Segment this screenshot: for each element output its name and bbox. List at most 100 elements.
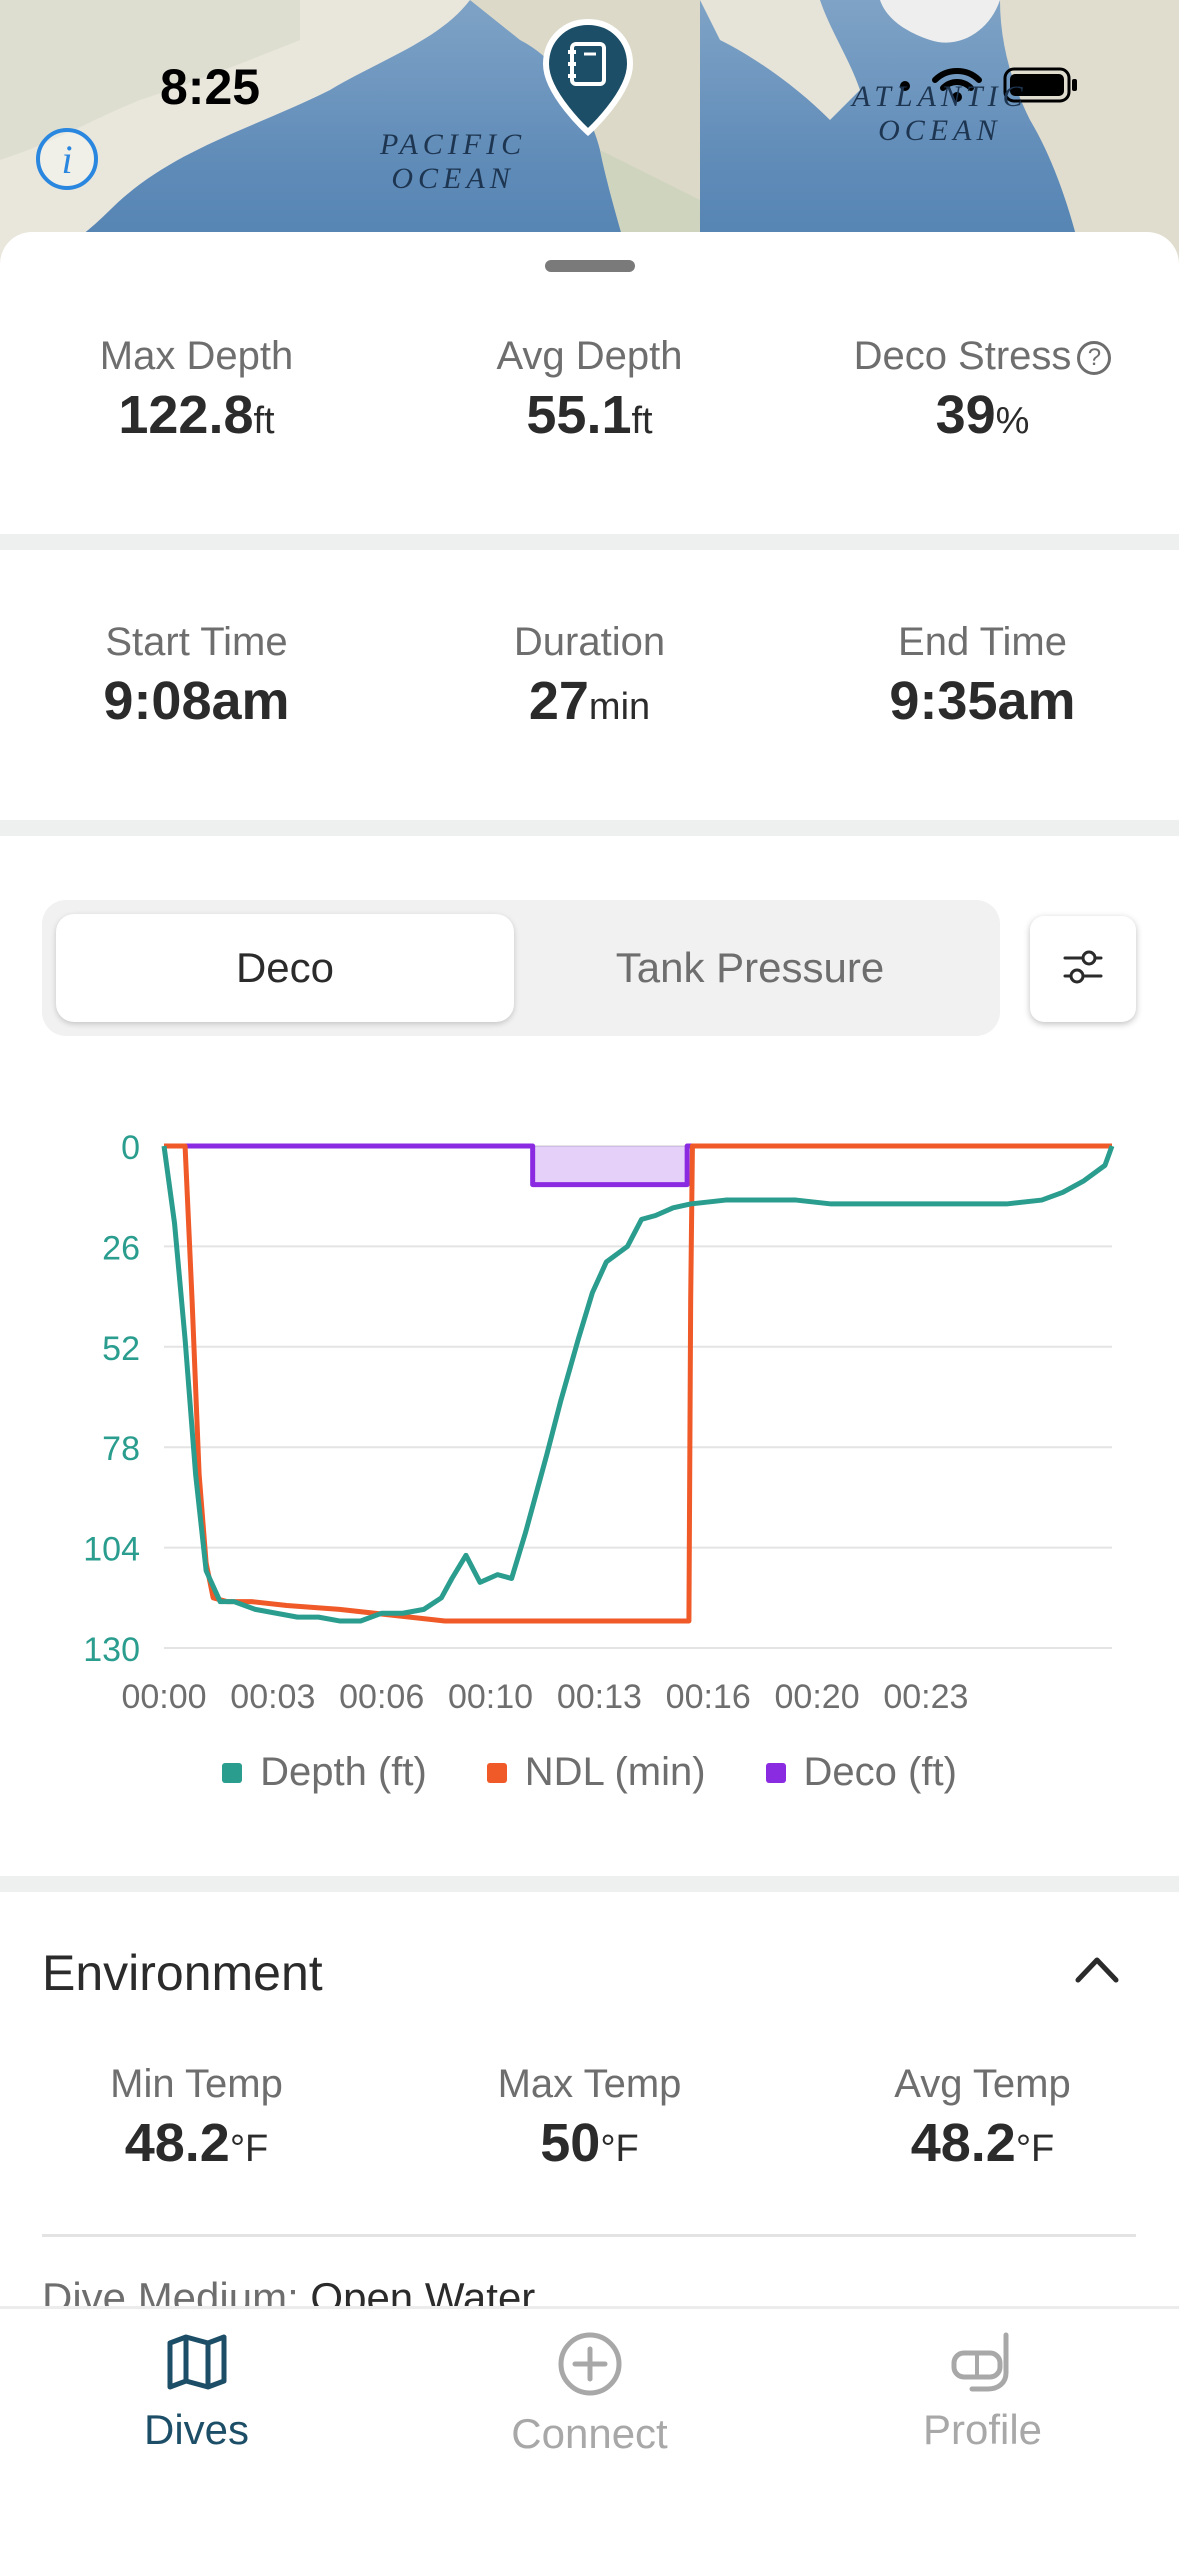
stat-number: 122.8 (118, 385, 254, 445)
x-tick-label: 00:13 (557, 1678, 642, 1716)
legend-label: Deco (ft) (803, 1750, 957, 1794)
info-icon: i (61, 136, 73, 182)
y-tick-label: 104 (83, 1531, 140, 1569)
legend-item-deco[interactable]: Deco (ft) (765, 1750, 957, 1795)
environment-temps: Min Temp 48.2°F Max Temp 50°F Avg Temp 4… (0, 2060, 1179, 2184)
plus-circle-icon (555, 2329, 625, 2404)
stat-number: 48.2 (910, 2113, 1016, 2173)
stat-duration: Duration 27min (393, 618, 786, 742)
deco-area (164, 1146, 1112, 1185)
map-terrain (0, 0, 1179, 300)
stat-value: 27min (393, 666, 786, 742)
stat-deco-stress: Deco Stress? 39% (786, 332, 1179, 456)
stat-value: 55.1ft (393, 380, 786, 456)
stat-unit: °F (229, 2128, 269, 2170)
stat-value: 39% (786, 380, 1179, 456)
stat-unit: % (995, 400, 1030, 442)
section-divider (0, 534, 1179, 550)
stat-number: 48.2 (124, 2113, 230, 2173)
chart-filter-button[interactable] (1030, 916, 1136, 1022)
stat-max-depth: Max Depth 122.8ft (0, 332, 393, 456)
depth-series-line (161, 1145, 1115, 1624)
tab-dives[interactable]: Dives (0, 2309, 393, 2556)
chart-legend: Depth (ft) NDL (min) Deco (ft) (0, 1750, 1179, 1795)
stat-number: 39 (935, 385, 996, 445)
battery-icon (1003, 66, 1079, 109)
help-icon[interactable]: ? (1077, 341, 1112, 375)
stat-number: 9:08am (103, 671, 290, 731)
stat-value: 48.2°F (0, 2108, 393, 2184)
stat-avg-temp: Avg Temp 48.2°F (786, 2060, 1179, 2184)
stat-unit: °F (1015, 2128, 1055, 2170)
stat-max-temp: Max Temp 50°F (393, 2060, 786, 2184)
status-time: 8:25 (160, 59, 261, 115)
legend-swatch (486, 1762, 507, 1783)
y-tick-label: 0 (121, 1129, 140, 1167)
stat-label: Max Temp (497, 2062, 682, 2106)
x-tick-label: 00:00 (121, 1678, 206, 1716)
legend-item-ndl[interactable]: NDL (min) (486, 1750, 706, 1795)
y-tick-label: 52 (102, 1330, 140, 1368)
stat-label: Start Time (105, 620, 288, 664)
stat-label: Min Temp (110, 2062, 283, 2106)
signal-icon (899, 79, 911, 97)
environment-title[interactable]: Environment (42, 1945, 323, 2001)
map-icon (164, 2329, 230, 2400)
y-tick-label: 78 (102, 1430, 140, 1468)
dive-location-pin[interactable] (540, 18, 636, 143)
stat-end-time: End Time 9:35am (786, 618, 1179, 742)
info-button[interactable]: i (36, 128, 98, 190)
chart-mode-segmented-control: Deco Tank Pressure (42, 900, 1000, 1036)
snorkel-icon (948, 2329, 1018, 2400)
stat-label: Deco Stress? (786, 332, 1179, 380)
tab-tank-pressure[interactable]: Tank Pressure (615, 944, 885, 991)
chevron-up-icon[interactable] (1072, 1952, 1122, 1991)
row-separator (42, 2234, 1136, 2237)
wifi-icon (931, 66, 983, 109)
ndl-series-line (164, 1143, 1112, 1624)
stat-number: 55.1 (526, 385, 632, 445)
stat-label-text: Deco Stress (853, 334, 1072, 378)
legend-swatch (765, 1762, 786, 1783)
legend-item-depth[interactable]: Depth (ft) (222, 1750, 427, 1795)
dive-detail-sheet (0, 232, 1179, 2322)
tab-label: Dives (143, 2406, 250, 2453)
map-label-pacific-line1: PACIFIC (380, 128, 527, 161)
y-tick-label: 26 (102, 1229, 140, 1267)
stat-unit: ft (631, 400, 653, 442)
stat-value: 9:35am (786, 666, 1179, 736)
dive-profile-chart[interactable]: 0 26 52 78 104 130 00:00 00:03 00:06 00:10 00:13 00… (0, 1080, 1179, 1720)
map-label-atlantic: ATLANTIC OCEAN (852, 80, 1028, 148)
tab-label: Connect (511, 2410, 668, 2457)
tab-connect[interactable]: Connect (393, 2309, 786, 2556)
sheet-grabber[interactable] (545, 260, 635, 272)
stat-label: Max Depth (99, 334, 294, 378)
legend-swatch (222, 1762, 243, 1783)
stat-start-time: Start Time 9:08am (0, 618, 393, 742)
stat-value: 122.8ft (0, 380, 393, 456)
section-divider (0, 820, 1179, 836)
stat-unit: min (588, 686, 651, 728)
legend-label: NDL (min) (524, 1750, 706, 1794)
stat-label: Avg Depth (496, 334, 683, 378)
map-label-pacific-line2: OCEAN (391, 162, 515, 195)
section-divider (0, 1876, 1179, 1892)
sliders-icon (1061, 945, 1105, 994)
stat-min-temp: Min Temp 48.2°F (0, 2060, 393, 2184)
stat-unit: ft (253, 400, 275, 442)
x-tick-label: 00:06 (339, 1678, 424, 1716)
tab-profile[interactable]: Profile (786, 2309, 1179, 2556)
status-icons (899, 66, 1079, 109)
stat-avg-depth: Avg Depth 55.1ft (393, 332, 786, 456)
y-tick-label: 130 (83, 1631, 140, 1669)
x-tick-label: 00:03 (230, 1678, 315, 1716)
map-label-pacific: PACIFIC OCEAN (380, 128, 526, 196)
stat-value: 50°F (393, 2108, 786, 2184)
stat-value: 48.2°F (786, 2108, 1179, 2184)
tab-deco[interactable]: Deco (56, 914, 514, 1022)
tab-label: Profile (922, 2406, 1043, 2453)
bottom-tab-bar: Dives Connect Profile (0, 2306, 1179, 2556)
stat-number: 50 (540, 2113, 601, 2173)
stat-value: 9:08am (0, 666, 393, 736)
x-tick-label: 00:16 (666, 1678, 751, 1716)
